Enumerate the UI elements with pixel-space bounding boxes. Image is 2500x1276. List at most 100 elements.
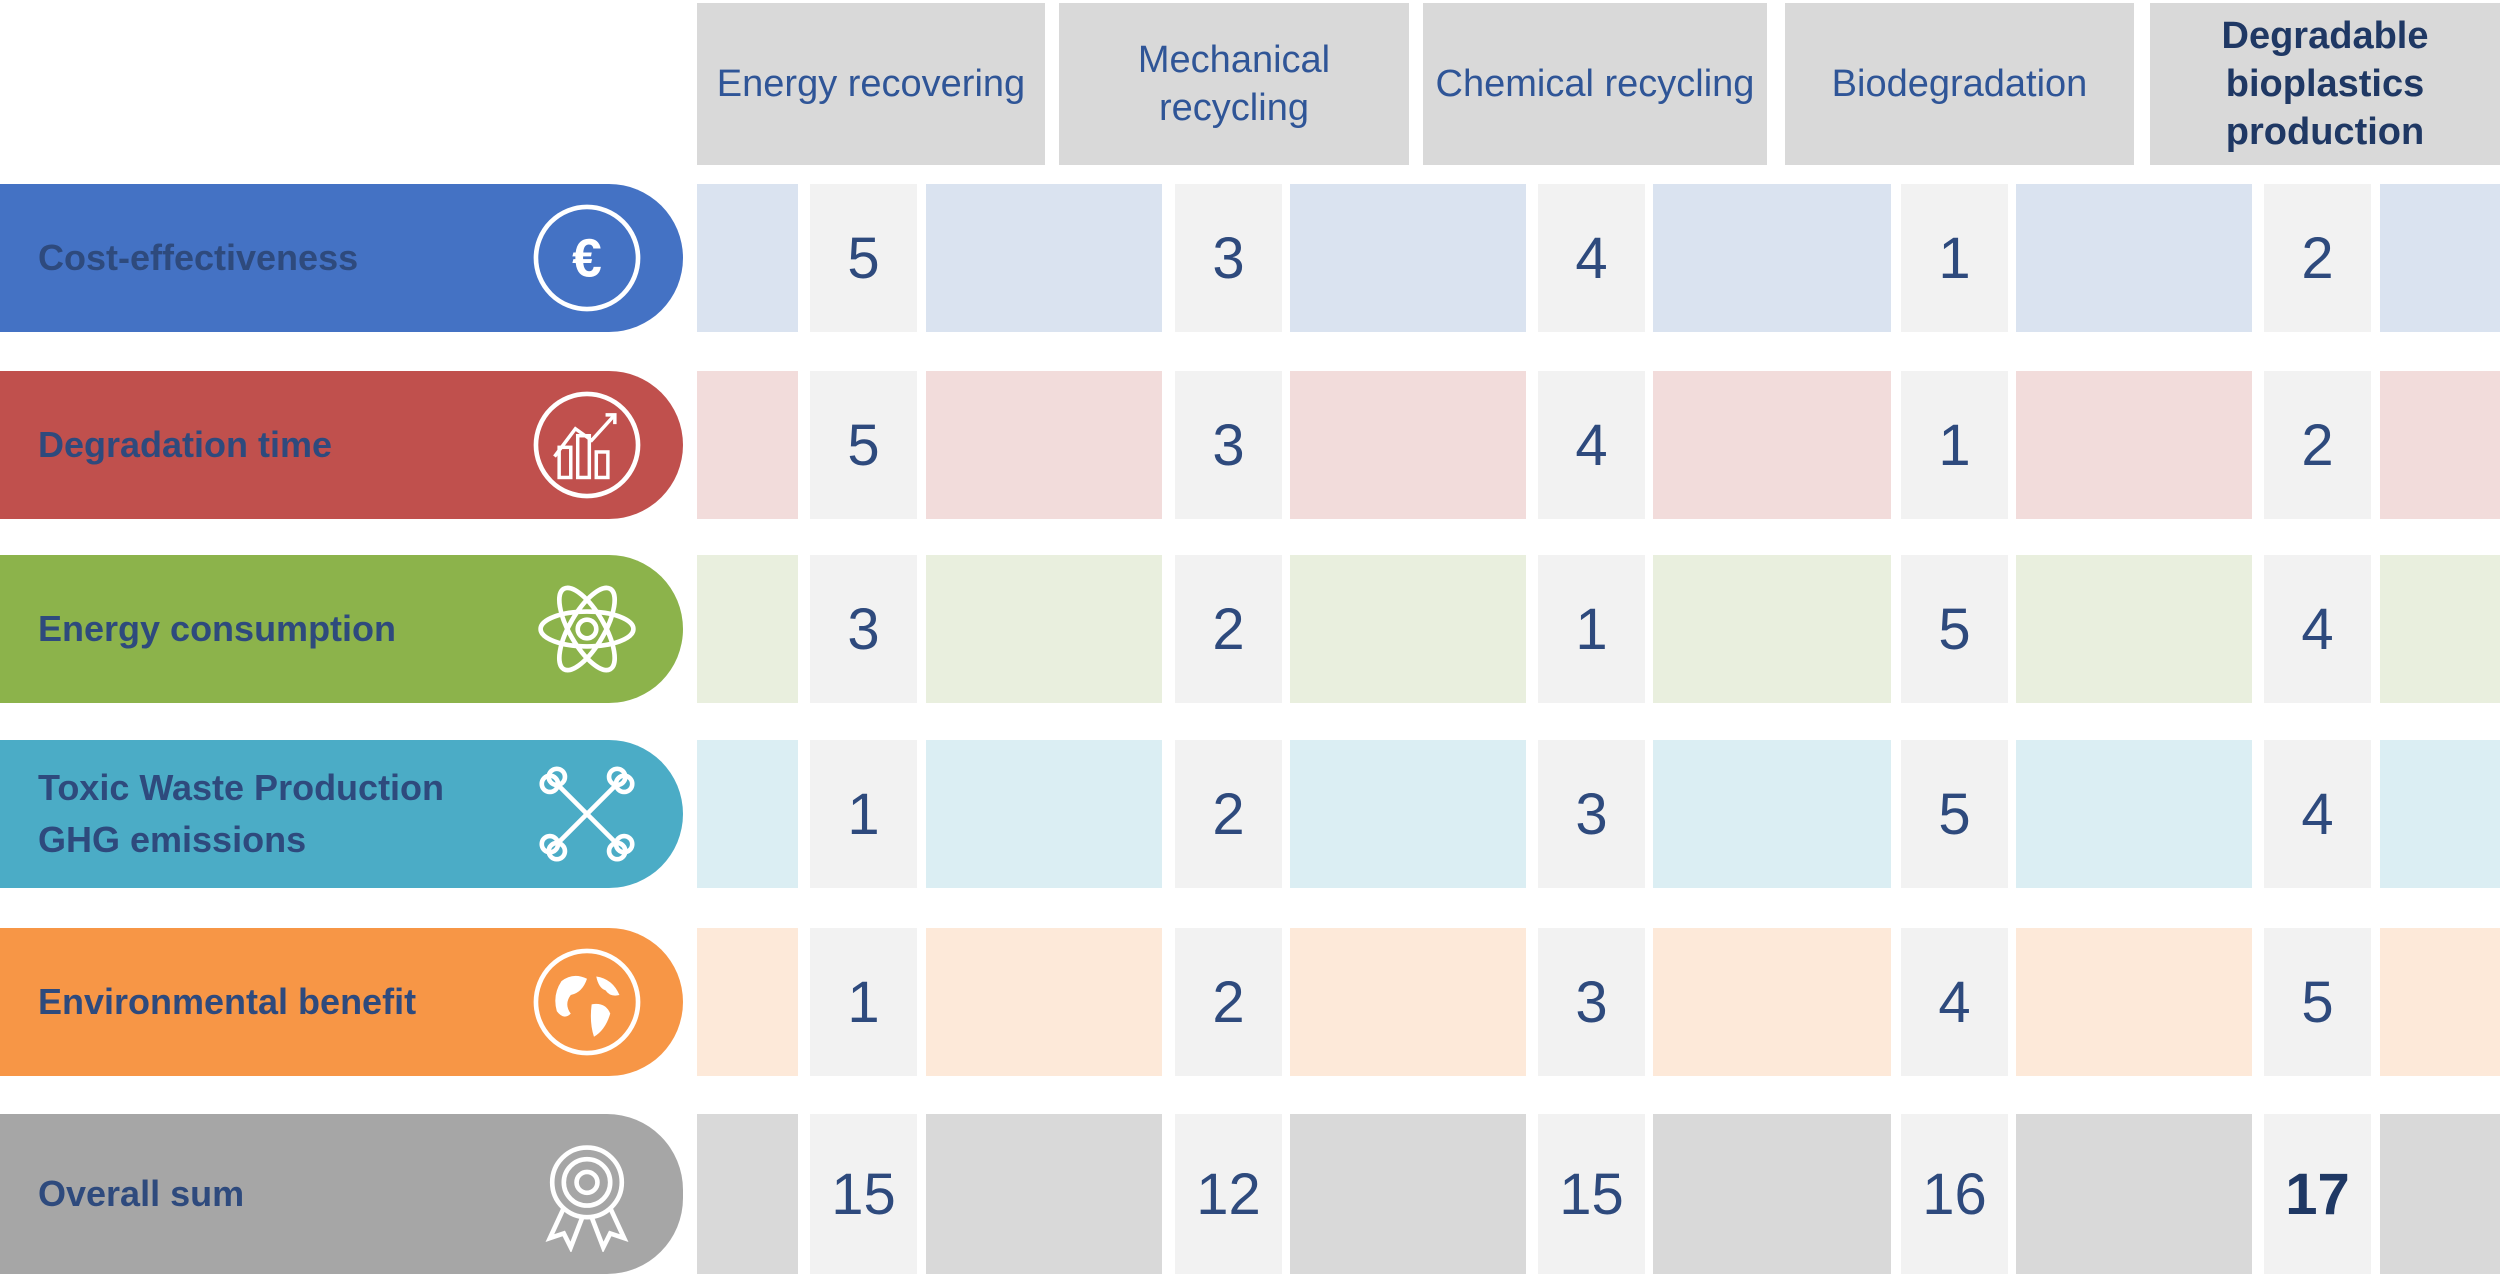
score-value: 15 [831,1161,896,1227]
row-tint-cell [1290,740,1526,888]
score-value: 15 [1559,1161,1624,1227]
score-value: 3 [1212,225,1245,291]
row-label-3: Energy consumption [0,555,683,703]
row-tint-cell [926,555,1162,703]
score-value: 3 [847,596,880,662]
svg-text:€: € [572,230,602,289]
score-cell: 1 [810,928,917,1076]
score-value: 3 [1575,969,1608,1035]
score-value: 3 [1575,781,1608,847]
score-cell: 5 [1901,555,2008,703]
row-tint-cell [926,371,1162,519]
score-cell: 2 [1175,555,1282,703]
score-value: 5 [847,225,880,291]
row-tint-cell [926,928,1162,1076]
row-tint-cell [1290,555,1526,703]
row-tint-cell [2380,740,2500,888]
row-label-5: Environmental benefit [0,928,683,1076]
score-cell: 1 [1901,184,2008,332]
row-tint-cell [2380,555,2500,703]
row-tint-cell [1290,1114,1526,1274]
score-value: 4 [2301,781,2334,847]
score-cell: 1 [1901,371,2008,519]
column-header-4: Biodegradation [1785,3,2134,165]
row-label-2: Degradation time [0,371,683,519]
row-label-text: Toxic Waste Production GHG emissions [38,767,445,860]
row-tint-cell [2380,184,2500,332]
score-value: 4 [1575,412,1608,478]
row-label-text: Energy consumption [38,608,397,649]
score-cell: 4 [1538,371,1645,519]
score-cell: 4 [2264,555,2371,703]
column-header-5: Degradable bioplastics production [2150,3,2500,165]
row-tint-cell [1653,1114,1891,1274]
row-label-text: Environmental benefit [38,981,417,1022]
score-value: 1 [847,781,880,847]
column-header-3: Chemical recycling [1423,3,1767,165]
row-tint-cell [926,740,1162,888]
crossbones-icon [529,756,645,872]
row-tint-cell [1290,371,1526,519]
row-tint-cell [697,928,798,1076]
score-cell: 2 [1175,928,1282,1076]
column-header-label: Degradable bioplastics production [2221,15,2429,153]
globe-icon [529,944,645,1060]
row-tint-cell [697,555,798,703]
score-cell: 4 [1538,184,1645,332]
row-tint-cell [1653,740,1891,888]
row-tint-cell [697,371,798,519]
row-tint-cell [1290,928,1526,1076]
score-value: 2 [1212,969,1245,1035]
row-tint-cell [2016,184,2252,332]
row-label-1: Cost-effectiveness € [0,184,683,332]
row-label-text: Overall sum [38,1173,245,1214]
row-tint-cell [1653,928,1891,1076]
score-value: 1 [1575,596,1608,662]
score-value: 1 [1938,225,1971,291]
row-tint-cell [1290,184,1526,332]
score-value: 1 [847,969,880,1035]
score-cell: 16 [1901,1114,2008,1274]
row-tint-cell [2016,555,2252,703]
score-value: 3 [1212,412,1245,478]
row-tint-cell [926,1114,1162,1274]
score-value: 1 [1938,412,1971,478]
score-cell: 15 [810,1114,917,1274]
row-tint-cell [2016,371,2252,519]
score-cell: 15 [1538,1114,1645,1274]
score-cell: 4 [2264,740,2371,888]
score-cell: 1 [1538,555,1645,703]
score-value: 4 [1938,969,1971,1035]
score-value: 5 [1938,781,1971,847]
row-label-4: Toxic Waste Production GHG emissions [0,740,683,888]
score-cell: 3 [1538,740,1645,888]
score-value: 4 [2301,596,2334,662]
row-tint-cell [697,1114,798,1274]
score-value: 2 [1212,596,1245,662]
score-value: 4 [1575,225,1608,291]
score-value: 2 [1212,781,1245,847]
score-cell: 4 [1901,928,2008,1076]
score-value: 5 [2301,969,2334,1035]
score-cell: 3 [810,555,917,703]
column-header-label: Mechanical recycling [1137,39,1331,129]
row-tint-cell [1653,555,1891,703]
score-cell: 3 [1175,184,1282,332]
score-value: 12 [1196,1161,1261,1227]
score-cell: 2 [2264,371,2371,519]
score-value: 2 [2301,225,2334,291]
column-header-1: Energy recovering [697,3,1045,165]
row-tint-cell [2016,1114,2252,1274]
award-ribbon-icon [529,1136,645,1252]
score-cell: 5 [810,371,917,519]
score-value: 2 [2301,412,2334,478]
score-cell: 2 [1175,740,1282,888]
row-tint-cell [2380,371,2500,519]
score-cell: 2 [2264,184,2371,332]
column-header-label: Energy recovering [716,63,1026,105]
decline-chart-icon [529,387,645,503]
score-cell: 1 [810,740,917,888]
atom-icon [529,571,645,687]
column-header-2: Mechanical recycling [1059,3,1409,165]
score-value: 16 [1922,1161,1987,1227]
